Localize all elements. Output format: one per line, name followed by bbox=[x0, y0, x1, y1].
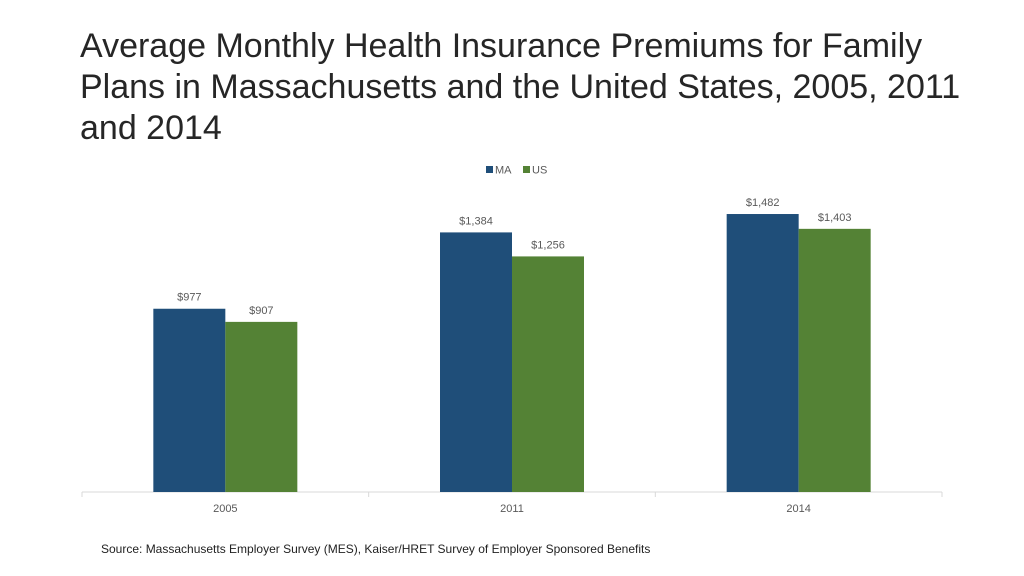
legend-label-us: US bbox=[532, 165, 547, 177]
data-label-ma-2014: $1,482 bbox=[746, 197, 780, 209]
x-tick-label-2014: 2014 bbox=[786, 503, 810, 515]
bar-us-2005 bbox=[225, 321, 298, 492]
bar-ma-2005 bbox=[153, 308, 226, 492]
data-label-us-2005: $907 bbox=[249, 305, 273, 317]
data-label-us-2011: $1,256 bbox=[531, 239, 565, 251]
data-label-us-2014: $1,403 bbox=[818, 212, 852, 224]
bar-us-2011 bbox=[512, 256, 584, 492]
bar-ma-2014 bbox=[726, 214, 799, 493]
bar-us-2014 bbox=[798, 228, 871, 492]
chart-title: Average Monthly Health Insurance Premium… bbox=[80, 27, 961, 147]
legend-swatch-ma bbox=[486, 166, 493, 173]
data-label-ma-2011: $1,384 bbox=[459, 215, 493, 227]
legend-swatch-us bbox=[523, 166, 530, 173]
source-note: Source: Massachusetts Employer Survey (M… bbox=[101, 542, 651, 556]
legend-label-ma: MA bbox=[495, 165, 512, 177]
data-label-ma-2005: $977 bbox=[177, 292, 201, 304]
x-tick-label-2005: 2005 bbox=[213, 503, 237, 515]
bar-ma-2011 bbox=[440, 232, 512, 492]
x-tick-label-2011: 2011 bbox=[500, 503, 524, 515]
